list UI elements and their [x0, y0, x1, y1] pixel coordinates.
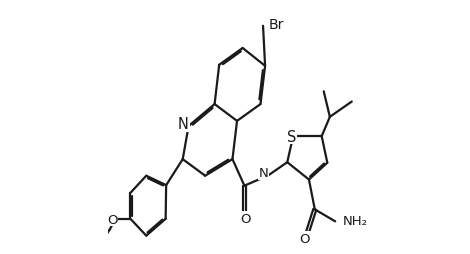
Text: O: O	[299, 232, 310, 245]
Text: Br: Br	[268, 18, 283, 31]
Text: N: N	[258, 167, 268, 180]
Text: O: O	[107, 213, 118, 226]
Text: S: S	[287, 129, 297, 144]
Text: H: H	[261, 164, 270, 177]
Text: NH₂: NH₂	[342, 214, 368, 227]
Text: N: N	[178, 117, 189, 132]
Text: O: O	[241, 212, 251, 225]
